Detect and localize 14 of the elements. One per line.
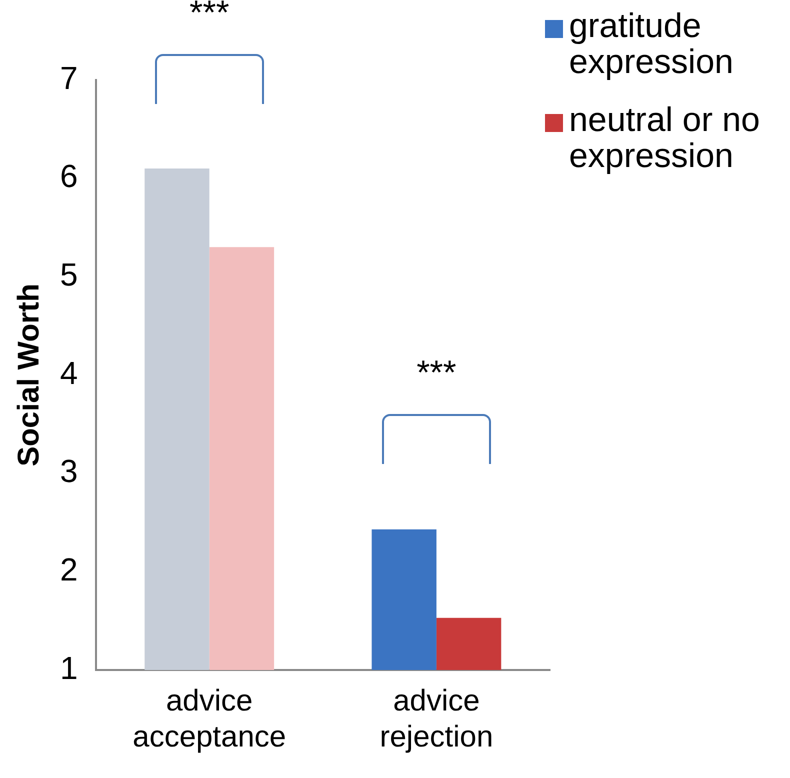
y-tick-label: 4 (60, 354, 78, 391)
y-tick-label: 3 (60, 453, 78, 490)
legend-label: gratitude expression (569, 7, 734, 81)
legend-label: neutral or no expression (569, 101, 761, 175)
y-tick-label: 5 (60, 256, 78, 292)
x-tick-label: advice rejection (380, 684, 494, 754)
text: *** (188, 0, 230, 32)
y-tick-label: 7 (60, 60, 78, 96)
y-tick-label: 2 (60, 551, 78, 588)
y-axis-title: Social Worth (12, 284, 46, 466)
y-tick-label: 6 (60, 158, 78, 194)
x-tick-label: advice acceptance (132, 684, 286, 754)
y-tick-label: 1 (60, 650, 78, 686)
annotation: *** (416, 354, 458, 394)
